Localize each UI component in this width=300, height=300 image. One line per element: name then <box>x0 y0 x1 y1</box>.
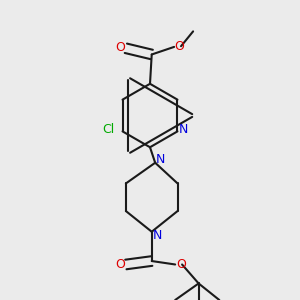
Text: O: O <box>175 40 184 53</box>
Text: Cl: Cl <box>102 123 114 136</box>
Text: O: O <box>115 258 125 271</box>
Text: N: N <box>153 229 162 242</box>
Text: O: O <box>176 258 186 271</box>
Text: O: O <box>116 41 125 54</box>
Text: N: N <box>179 123 188 136</box>
Text: N: N <box>156 153 165 166</box>
